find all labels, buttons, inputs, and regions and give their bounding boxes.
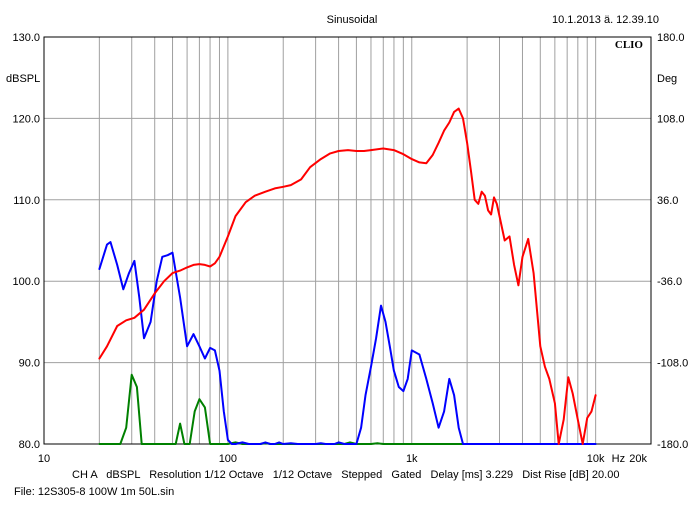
y-tick-label: 100.0 [12, 276, 40, 288]
y2-tick-label: 180.0 [657, 32, 685, 44]
y2-tick-label: 108.0 [657, 113, 685, 125]
series-line [98, 107, 597, 445]
y-tick-label: 130.0 [12, 32, 40, 44]
series-line [98, 241, 597, 445]
series-group [98, 107, 597, 445]
y-tick-label: 90.0 [19, 358, 40, 370]
y2-tick-label: -108.0 [657, 358, 688, 370]
y2-tick-label: 36.0 [657, 195, 678, 207]
y2-tick-label: -36.0 [657, 276, 682, 288]
y-tick-label: 80.0 [19, 439, 40, 451]
chart-title: Sinusoidal [327, 14, 378, 26]
y-tick-label: 110.0 [13, 195, 40, 207]
series-line [98, 373, 597, 445]
x-tick-label: 10 [38, 453, 50, 465]
axis-labels: 130.0 120.0 110.0 100.0 90.0 80.0 180.0 108.0 36… [12, 32, 688, 465]
x-tick-label: 1k [406, 453, 418, 465]
y2-axis-label: Deg [657, 73, 677, 85]
clio-logo: CLIO [615, 39, 644, 51]
grid [44, 37, 651, 444]
timestamp: 10.1.2013 ä. 12.39.10 [552, 14, 659, 26]
x-tick-label: 100 [219, 453, 237, 465]
y-axis-label: dBSPL [6, 73, 40, 85]
x-tick-label: 20k [629, 453, 647, 465]
file-name: File: 12S305-8 100W 1m 50L.sin [14, 486, 175, 498]
y2-tick-label: -180.0 [657, 439, 688, 451]
x-unit-label: Hz [612, 453, 625, 465]
y-tick-label: 120.0 [12, 113, 40, 125]
measurement-settings: CH A dBSPL Resolution 1/12 Octave 1/12 O… [72, 469, 620, 481]
x-tick-label: 10k [587, 453, 605, 465]
